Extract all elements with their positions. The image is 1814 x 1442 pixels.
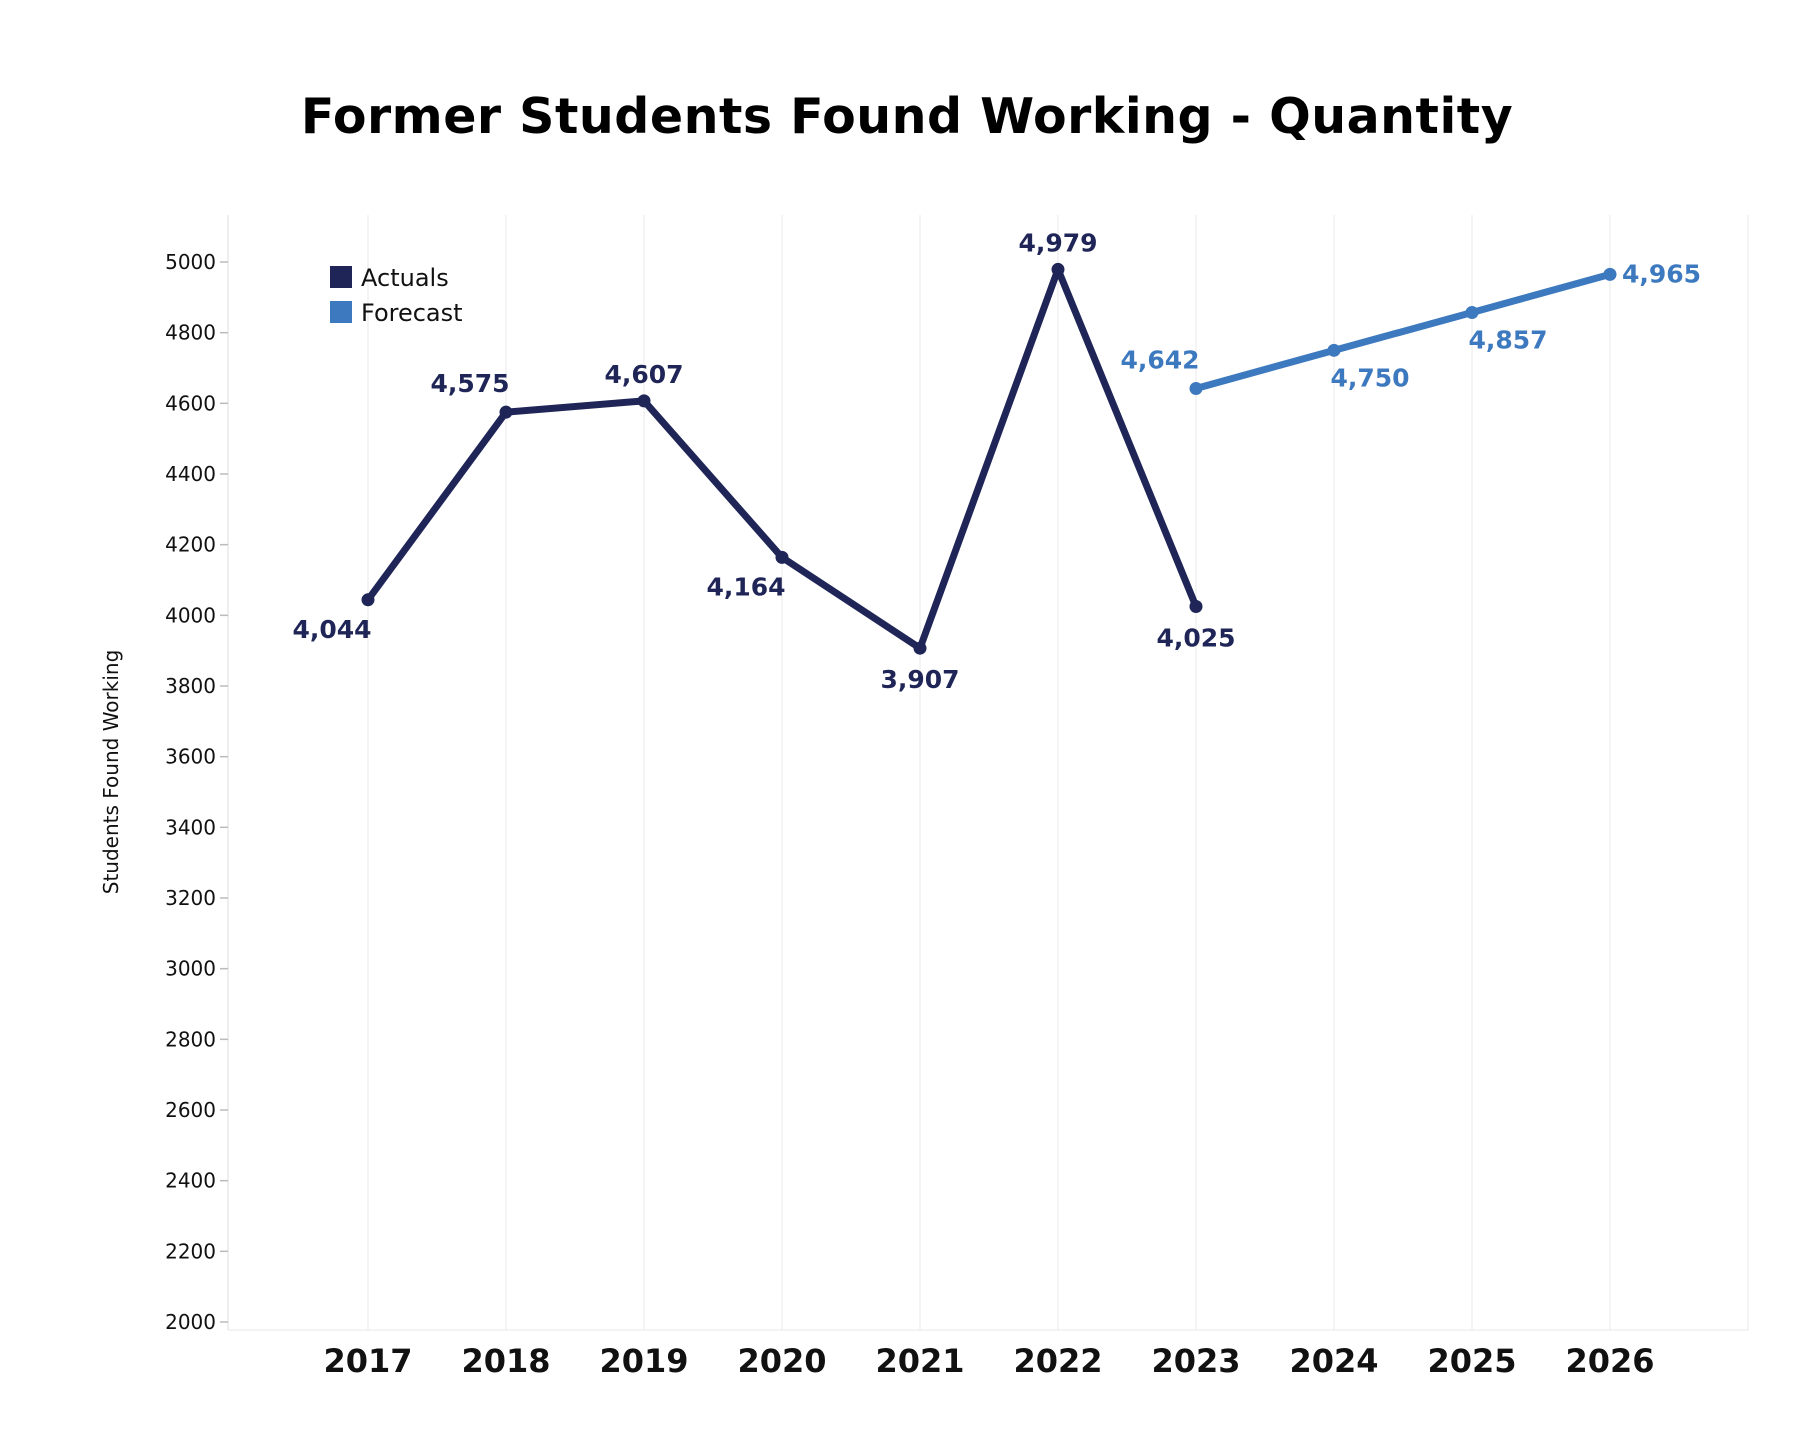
data-point-forecast-2026 (1603, 267, 1617, 281)
y-tick-label-2200: 2200 (165, 1239, 216, 1263)
y-tick-label-4600: 4600 (165, 391, 216, 415)
y-tick-label-2400: 2400 (165, 1169, 216, 1193)
series-line-forecast (1192, 270, 1614, 392)
y-tick-label-3600: 3600 (165, 745, 216, 769)
y-tick-label-4400: 4400 (165, 462, 216, 486)
x-tick-label-2020: 2020 (737, 1342, 826, 1380)
legend-swatch-forecast (330, 301, 352, 323)
y-tick-label-4000: 4000 (165, 603, 216, 627)
legend-label-actuals: Actuals (361, 264, 449, 292)
y-tick-label-2600: 2600 (165, 1098, 216, 1122)
data-point-actuals-2018 (499, 405, 513, 419)
data-label-actuals-2023: 4,025 (1156, 624, 1235, 653)
y-tick-label-2000: 2000 (165, 1310, 216, 1334)
legend-swatch-actuals (330, 266, 352, 288)
x-tick-label-2017: 2017 (323, 1342, 412, 1380)
x-tick-label-2023: 2023 (1151, 1342, 1240, 1380)
x-tick-label-2018: 2018 (461, 1342, 550, 1380)
data-label-actuals-2017: 4,044 (292, 615, 371, 644)
data-labels: 4,044 4,575 4,607 4,164 3,907 4,979 4,025 4,642… (292, 228, 1701, 694)
chart-title: Former Students Found Working - Quantity (300, 88, 1514, 145)
data-label-actuals-2019: 4,607 (604, 360, 683, 389)
data-label-forecast-2023: 4,642 (1120, 345, 1199, 374)
data-point-forecast-2024 (1327, 343, 1341, 357)
y-tick-label-3800: 3800 (165, 674, 216, 698)
y-tick-label-4200: 4200 (165, 533, 216, 557)
data-point-actuals-2021 (913, 641, 927, 655)
series-lines (361, 262, 1617, 655)
x-tick-label-2025: 2025 (1427, 1342, 1516, 1380)
y-axis: Students Found Working 2000 2200 2400 2600 2… (99, 215, 229, 1334)
data-point-actuals-2020 (775, 550, 789, 564)
data-label-forecast-2026: 4,965 (1622, 259, 1701, 288)
data-label-forecast-2024: 4,750 (1330, 363, 1409, 392)
data-point-actuals-2017 (361, 593, 375, 607)
x-axis: 2017 2018 2019 2020 2021 2022 2023 2024 2025 2026 (323, 1342, 1654, 1380)
x-tick-label-2024: 2024 (1289, 1342, 1378, 1380)
y-axis-label: Students Found Working (99, 650, 123, 895)
data-label-actuals-2020: 4,164 (706, 572, 785, 601)
y-tick-label-4800: 4800 (165, 321, 216, 345)
y-tick-label-3400: 3400 (165, 815, 216, 839)
y-tick-label-2800: 2800 (165, 1027, 216, 1051)
data-label-actuals-2018: 4,575 (430, 369, 509, 398)
x-tick-label-2026: 2026 (1565, 1342, 1654, 1380)
data-point-actuals-2023 (1189, 600, 1203, 613)
legend: Actuals Forecast (330, 264, 463, 327)
y-tick-label-5000: 5000 (165, 250, 216, 274)
data-label-forecast-2025: 4,857 (1468, 326, 1547, 355)
data-point-actuals-2022 (1051, 262, 1065, 276)
x-tick-label-2021: 2021 (875, 1342, 964, 1380)
y-tick-label-3000: 3000 (165, 957, 216, 981)
data-label-actuals-2021: 3,907 (880, 665, 959, 694)
vertical-gridlines (227, 215, 1749, 1331)
data-point-actuals-2019 (637, 394, 651, 408)
x-tick-label-2019: 2019 (599, 1342, 688, 1380)
data-point-forecast-2023 (1189, 381, 1203, 395)
data-point-forecast-2025 (1465, 306, 1479, 320)
x-tick-label-2022: 2022 (1013, 1342, 1102, 1380)
y-tick-label-3200: 3200 (165, 886, 216, 910)
data-label-actuals-2022: 4,979 (1018, 228, 1097, 257)
legend-label-forecast: Forecast (361, 299, 463, 327)
